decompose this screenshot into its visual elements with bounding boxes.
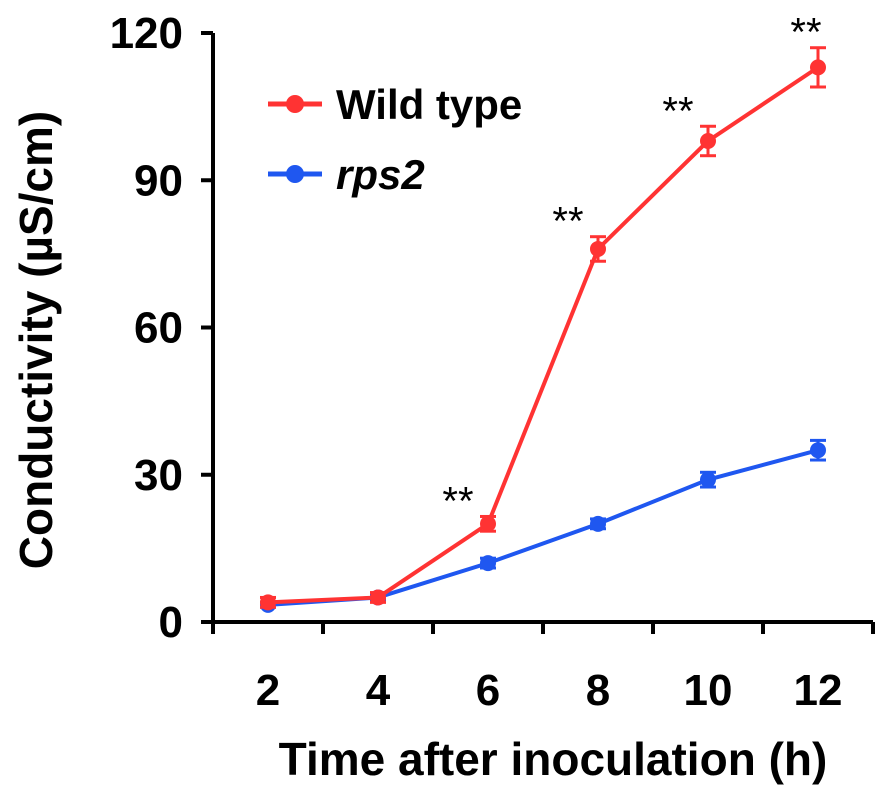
- plot-area: 0 30 60 90 120 2 4 6 8 10 12 ** ** ** ** Wild type rps2: [110, 9, 875, 715]
- x-tick-label: 8: [586, 666, 610, 715]
- legend-label-wild-type: Wild type: [336, 81, 522, 128]
- data-point-wild-type: [590, 240, 606, 257]
- y-tick-label: 0: [159, 598, 183, 647]
- legend-marker-wild-type: [286, 95, 304, 113]
- y-tick-label: 90: [134, 156, 183, 205]
- significance-marker: **: [552, 200, 583, 244]
- significance-marker: **: [662, 89, 693, 133]
- data-point-wild-type: [480, 515, 496, 532]
- y-tick-label: 120: [110, 9, 183, 58]
- significance-marker: **: [442, 479, 473, 523]
- data-point-rps2: [700, 471, 716, 488]
- x-tick-label: 4: [366, 666, 391, 715]
- y-tick-label: 30: [134, 451, 183, 500]
- x-axis-title: Time after inoculation (h): [279, 733, 828, 785]
- x-tick-label: 12: [794, 666, 843, 715]
- y-axis-title: Conductivity (µS/cm): [10, 111, 62, 569]
- data-point-wild-type: [370, 589, 386, 606]
- data-point-rps2: [480, 555, 496, 572]
- series-line-rps2: [267, 448, 819, 607]
- x-tick-label: 10: [684, 666, 733, 715]
- significance-marker: **: [790, 11, 821, 55]
- data-point-rps2: [810, 442, 826, 459]
- x-tick-label: 6: [476, 666, 500, 715]
- data-point-wild-type: [810, 59, 826, 76]
- series-line-wild-type: [267, 65, 820, 605]
- data-point-wild-type: [700, 132, 716, 149]
- data-point-rps2: [590, 515, 606, 532]
- y-tick-label: 60: [134, 304, 183, 353]
- legend-marker-rps2: [286, 165, 304, 183]
- x-tick-label: 2: [256, 666, 280, 715]
- data-point-wild-type: [260, 594, 276, 611]
- legend-label-rps2: rps2: [336, 151, 425, 198]
